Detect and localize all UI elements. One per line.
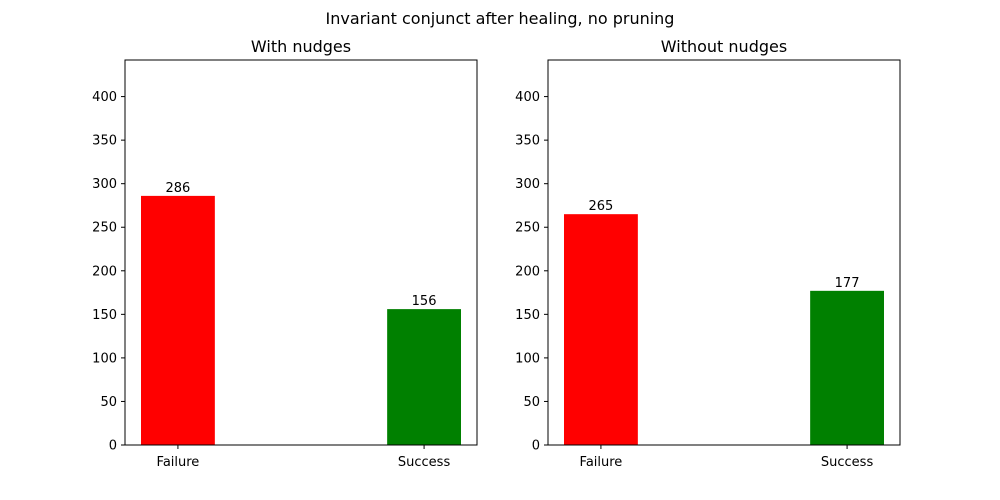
plot-frame xyxy=(547,59,901,446)
figure-suptitle: Invariant conjunct after healing, no pru… xyxy=(326,9,675,28)
y-tick-label: 400 xyxy=(515,90,540,105)
y-tick-label: 50 xyxy=(523,395,540,410)
bar-failure xyxy=(141,195,215,445)
bar-value-label: 265 xyxy=(589,199,614,214)
plot-frame xyxy=(124,59,478,446)
x-tick-label: Failure xyxy=(580,455,623,470)
y-tick-label: 400 xyxy=(92,90,117,105)
y-tick-label: 0 xyxy=(532,439,540,454)
y-tick-label: 100 xyxy=(92,351,117,366)
subplot-title: With nudges xyxy=(251,37,351,56)
y-tick-label: 300 xyxy=(515,177,540,192)
y-tick-label: 0 xyxy=(109,439,117,454)
y-tick-label: 50 xyxy=(100,395,117,410)
y-tick-label: 300 xyxy=(92,177,117,192)
y-tick-label: 200 xyxy=(92,264,117,279)
y-tick-label: 150 xyxy=(515,308,540,323)
bar-success xyxy=(810,290,884,445)
bar-value-label: 177 xyxy=(835,276,860,291)
y-tick-label: 200 xyxy=(515,264,540,279)
subplot-2: Without nudges 265 177 0 50 100 150 200 250 300 35… xyxy=(515,37,901,470)
y-tick-label: 250 xyxy=(515,221,540,236)
y-tick-label: 350 xyxy=(92,134,117,149)
bar-value-label: 286 xyxy=(166,181,191,196)
bar-success xyxy=(387,309,461,445)
y-tick-label: 150 xyxy=(92,308,117,323)
bar-value-label: 156 xyxy=(412,294,437,309)
y-tick-label: 250 xyxy=(92,221,117,236)
x-tick-label: Success xyxy=(821,455,874,470)
bar-failure xyxy=(564,214,638,445)
y-tick-label: 350 xyxy=(515,134,540,149)
x-tick-label: Failure xyxy=(157,455,200,470)
subplot-title: Without nudges xyxy=(661,37,787,56)
x-tick-label: Success xyxy=(398,455,451,470)
y-tick-label: 100 xyxy=(515,351,540,366)
subplot-1: With nudges 286 156 0 50 100 150 200 250 300 350 40… xyxy=(92,37,478,470)
